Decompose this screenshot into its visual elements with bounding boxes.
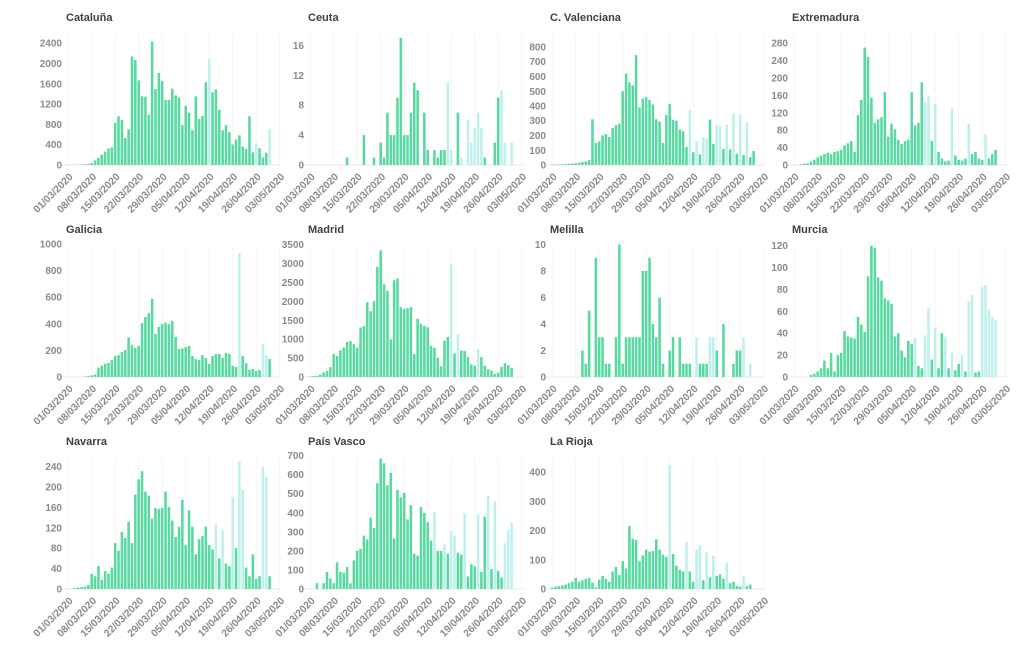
svg-text:200: 200	[771, 74, 788, 85]
svg-text:240: 240	[45, 462, 62, 473]
svg-text:C. Valenciana: C. Valenciana	[550, 12, 622, 24]
svg-text:800: 800	[529, 43, 546, 54]
svg-text:200: 200	[45, 346, 62, 357]
svg-text:240: 240	[771, 56, 788, 67]
svg-text:0: 0	[540, 161, 546, 172]
svg-text:Extremadura: Extremadura	[792, 12, 860, 24]
svg-text:2000: 2000	[282, 297, 305, 308]
svg-text:0: 0	[782, 373, 788, 384]
svg-text:400: 400	[45, 140, 62, 151]
svg-text:800: 800	[45, 266, 62, 277]
svg-text:País Vasco: País Vasco	[308, 436, 366, 448]
svg-text:Galicia: Galicia	[66, 224, 103, 236]
svg-text:500: 500	[529, 87, 546, 98]
svg-text:600: 600	[45, 293, 62, 304]
svg-text:1000: 1000	[40, 240, 63, 251]
svg-text:80: 80	[51, 544, 63, 555]
svg-text:100: 100	[529, 555, 546, 566]
svg-text:120: 120	[45, 523, 62, 534]
svg-text:80: 80	[777, 285, 789, 296]
svg-text:6: 6	[540, 293, 546, 304]
svg-text:Ceuta: Ceuta	[308, 12, 339, 24]
svg-text:0: 0	[298, 585, 304, 596]
svg-text:400: 400	[287, 508, 304, 519]
svg-text:2: 2	[540, 346, 546, 357]
svg-text:8: 8	[298, 101, 304, 112]
svg-text:20: 20	[777, 351, 789, 362]
svg-text:Murcia: Murcia	[792, 224, 828, 236]
svg-text:40: 40	[777, 143, 789, 154]
svg-text:0: 0	[298, 161, 304, 172]
svg-text:1600: 1600	[40, 79, 63, 90]
svg-text:1200: 1200	[40, 100, 63, 111]
svg-text:40: 40	[51, 564, 63, 575]
svg-text:400: 400	[529, 102, 546, 113]
svg-text:280: 280	[771, 39, 788, 50]
svg-text:4: 4	[298, 131, 304, 142]
svg-text:La Rioja: La Rioja	[550, 436, 594, 448]
svg-text:600: 600	[287, 470, 304, 481]
svg-text:60: 60	[777, 307, 789, 318]
svg-text:0: 0	[56, 161, 62, 172]
svg-text:500: 500	[287, 354, 304, 365]
svg-text:300: 300	[529, 116, 546, 127]
svg-text:2000: 2000	[40, 59, 63, 70]
svg-text:200: 200	[529, 526, 546, 537]
svg-text:Cataluña: Cataluña	[66, 12, 113, 24]
svg-text:12: 12	[293, 71, 305, 82]
svg-text:Melilla: Melilla	[550, 224, 585, 236]
svg-text:200: 200	[45, 483, 62, 494]
svg-text:3500: 3500	[282, 240, 305, 251]
svg-text:Navarra: Navarra	[66, 436, 108, 448]
svg-text:Madrid: Madrid	[308, 224, 344, 236]
svg-text:100: 100	[771, 263, 788, 274]
svg-text:40: 40	[777, 329, 789, 340]
svg-text:160: 160	[45, 503, 62, 514]
svg-text:80: 80	[777, 126, 789, 137]
svg-text:700: 700	[287, 451, 304, 462]
svg-text:10: 10	[535, 240, 547, 251]
svg-text:0: 0	[782, 161, 788, 172]
svg-text:0: 0	[56, 585, 62, 596]
svg-text:160: 160	[771, 91, 788, 102]
svg-text:1500: 1500	[282, 316, 305, 327]
svg-text:2500: 2500	[282, 278, 305, 289]
svg-text:2400: 2400	[40, 39, 63, 50]
svg-text:200: 200	[287, 546, 304, 557]
svg-text:16: 16	[293, 41, 305, 52]
svg-text:100: 100	[287, 566, 304, 577]
svg-text:0: 0	[540, 373, 546, 384]
svg-text:120: 120	[771, 241, 788, 252]
svg-text:500: 500	[287, 489, 304, 500]
svg-text:400: 400	[529, 468, 546, 479]
svg-text:0: 0	[56, 373, 62, 384]
svg-text:300: 300	[287, 527, 304, 538]
svg-text:0: 0	[298, 373, 304, 384]
svg-text:0: 0	[540, 585, 546, 596]
svg-text:600: 600	[529, 72, 546, 83]
svg-text:400: 400	[45, 319, 62, 330]
svg-text:700: 700	[529, 57, 546, 68]
svg-text:800: 800	[45, 120, 62, 131]
svg-text:300: 300	[529, 497, 546, 508]
svg-text:200: 200	[529, 131, 546, 142]
svg-text:3000: 3000	[282, 259, 305, 270]
svg-text:1000: 1000	[282, 335, 305, 346]
svg-text:8: 8	[540, 267, 546, 278]
svg-text:100: 100	[529, 146, 546, 157]
svg-text:120: 120	[771, 108, 788, 119]
svg-text:4: 4	[540, 320, 546, 331]
